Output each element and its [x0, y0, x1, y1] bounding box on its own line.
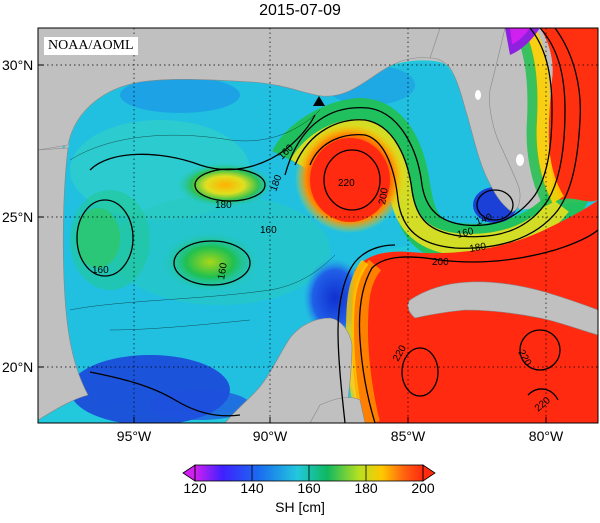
lat-label: 25°N [2, 209, 33, 225]
contour-label: 200 [432, 257, 449, 268]
colorbar-tick: 200 [411, 480, 435, 496]
contour-label: 160 [260, 225, 277, 236]
contour-label: 220 [338, 178, 355, 189]
florida [429, 28, 521, 213]
contours [76, 28, 598, 423]
lon-label: 95°W [117, 428, 152, 444]
colorbar-title: SH [cm] [275, 499, 325, 515]
lat-label: 20°N [2, 359, 33, 375]
colorbar-tick: 160 [297, 480, 321, 496]
cuba [407, 281, 598, 336]
map-title: 2015-07-09 [259, 2, 341, 19]
colorbar-tick: 120 [183, 480, 207, 496]
contour-label: 200 [377, 187, 391, 206]
map-panel: 160 180 160 180 160 160 220 200 180 160 … [38, 28, 598, 423]
lon-label: 90°W [253, 428, 288, 444]
lon-label: 85°W [391, 428, 426, 444]
north-coast [38, 28, 441, 151]
lat-label: 30°N [2, 57, 33, 73]
yucatan [224, 317, 353, 423]
caribbean-warm [352, 200, 598, 423]
contour-label: 160 [456, 226, 475, 241]
contour-label: 160 [216, 262, 230, 281]
colorbar-tick: 140 [240, 480, 264, 496]
central-america [309, 397, 366, 423]
lon-label: 80°W [529, 428, 564, 444]
credit-label: NOAA/AOML [44, 37, 138, 55]
mexico-west [38, 147, 89, 421]
contour-label: 180 [469, 241, 488, 255]
graticule [38, 28, 598, 423]
axis-ticks [38, 64, 547, 423]
station-marker [313, 96, 325, 106]
colorbar [182, 464, 436, 482]
colorbar-tick: 180 [354, 480, 378, 496]
contour-label: 160 [92, 265, 109, 276]
contour-label: 180 [215, 200, 232, 211]
